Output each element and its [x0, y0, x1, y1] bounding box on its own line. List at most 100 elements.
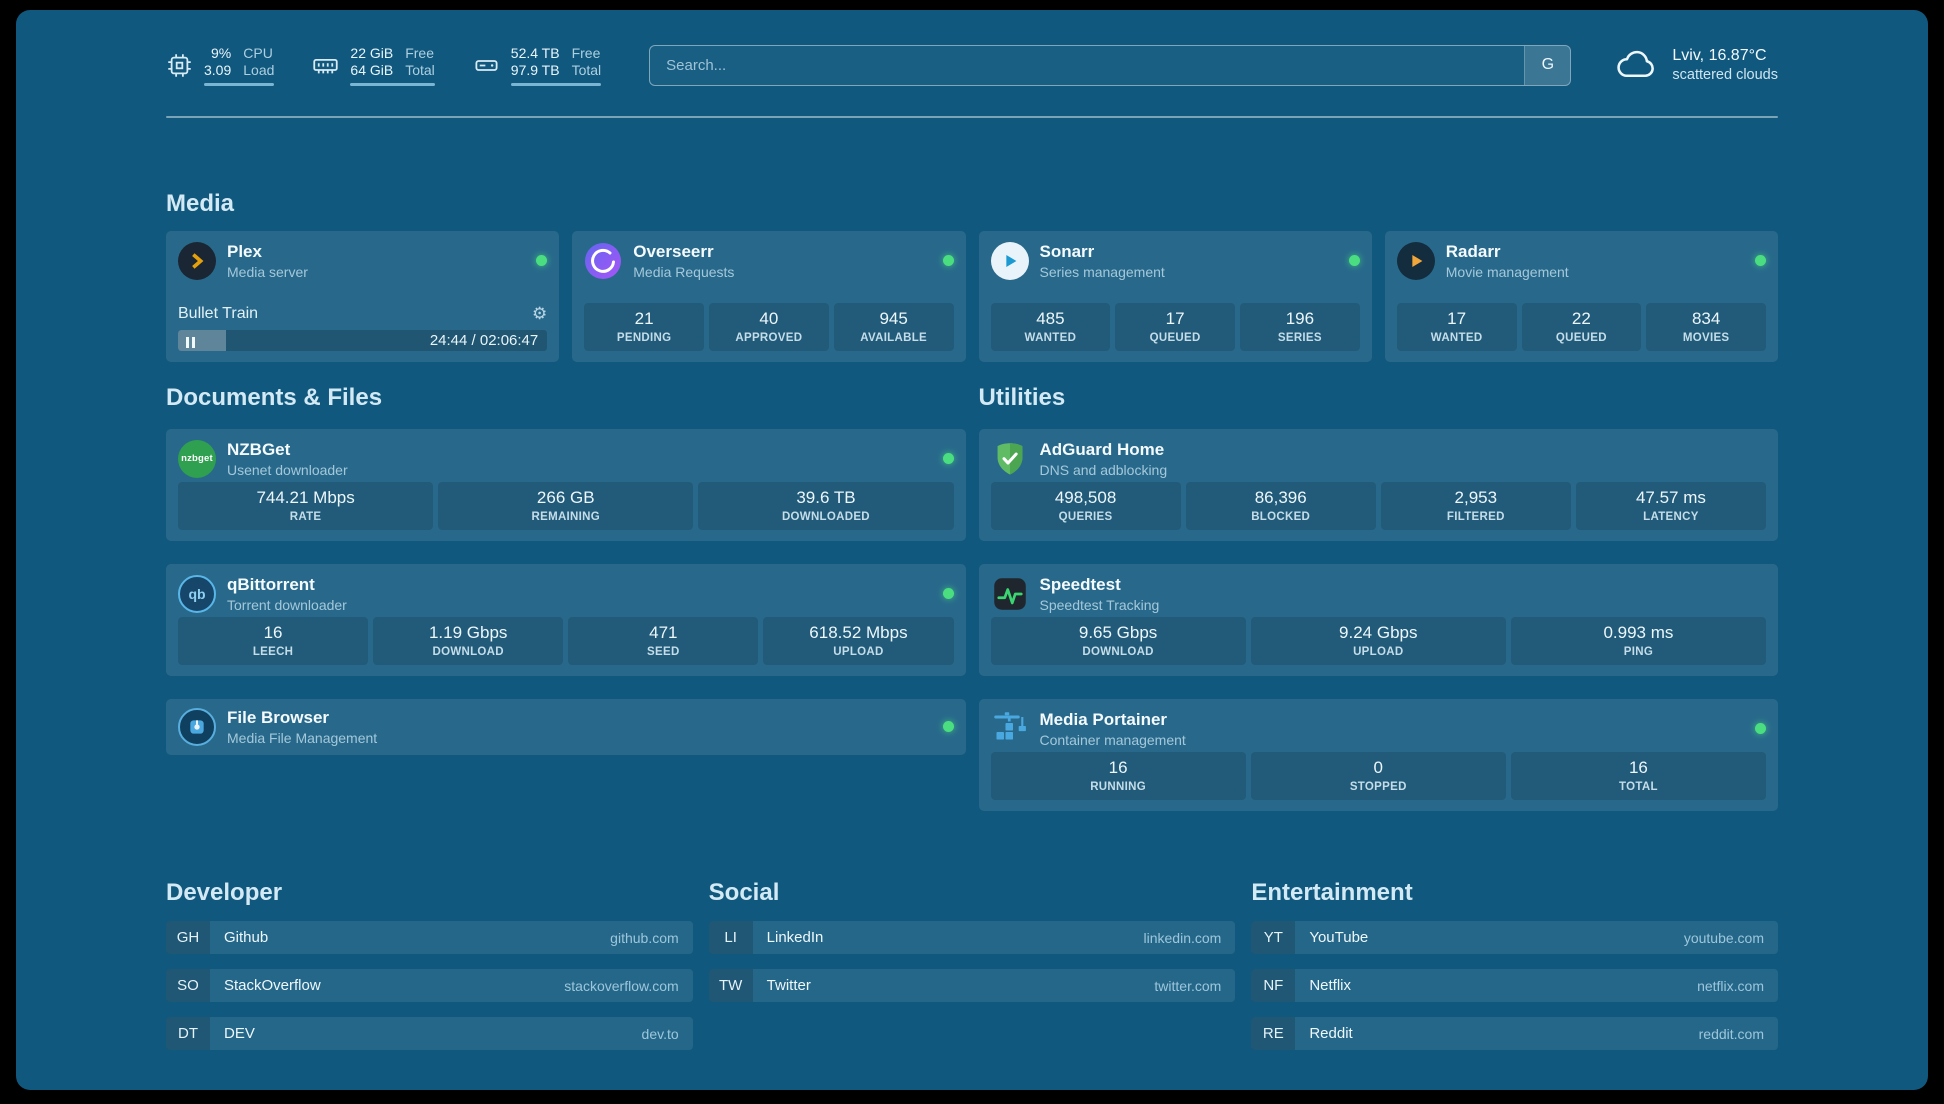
playback-progress-bar[interactable]: 24:44 / 02:06:47 [178, 329, 548, 351]
bookmark-netflix[interactable]: NF Netflix netflix.com [1251, 969, 1778, 1003]
service-card-adguard[interactable]: AdGuard Home DNS and adblocking 498,508 … [978, 428, 1778, 541]
service-card-speedtest[interactable]: Speedtest Speedtest Tracking 9.65 Gbps D… [978, 563, 1778, 676]
stat-total: 16 TOTAL [1510, 751, 1767, 800]
status-dot [942, 721, 954, 733]
gear-icon[interactable]: ⚙ [532, 304, 548, 324]
bookmark-dev[interactable]: DT DEV dev.to [166, 1017, 693, 1051]
stat-approved: 40 APPROVED [709, 302, 829, 351]
section-title-media: Media [166, 190, 235, 217]
stat-queued: 17 QUEUED [1115, 302, 1235, 351]
service-subtitle: Series management [1039, 263, 1165, 280]
bookmark-linkedin[interactable]: LI LinkedIn linkedin.com [708, 921, 1236, 955]
service-subtitle: Torrent downloader [227, 596, 347, 613]
sonarr-icon [990, 241, 1029, 280]
service-card-plex[interactable]: Plex Media server Bullet Train ⚙ [166, 230, 560, 362]
bookmark-group-social: Social LI LinkedIn linkedin.com TW Twitt… [708, 878, 1236, 1003]
service-name: NZBGet [227, 439, 291, 459]
plex-progress-fill [178, 329, 226, 351]
radarr-icon [1396, 241, 1435, 280]
service-subtitle: Container management [1039, 731, 1186, 748]
service-name: AdGuard Home [1039, 439, 1165, 459]
bookmark-abbr: RE [1251, 1017, 1296, 1051]
bookmark-url: linkedin.com [1143, 929, 1222, 946]
service-card-portainer[interactable]: Media Portainer Container management 16 … [978, 698, 1778, 811]
bookmark-name: LinkedIn [766, 929, 824, 947]
plex-icon [178, 241, 216, 280]
portainer-icon [991, 710, 1029, 748]
bookmark-github[interactable]: GH Github github.com [166, 921, 693, 955]
search-provider-button[interactable]: G [1524, 45, 1571, 85]
bookmark-youtube[interactable]: YT YouTube youtube.com [1251, 921, 1778, 955]
stat-filtered: 2,953 FILTERED [1380, 481, 1571, 530]
service-subtitle: Media File Management [227, 729, 378, 746]
stat-download: 1.19 Gbps DOWNLOAD [373, 616, 564, 665]
section-title-documents: Documents & Files [166, 383, 383, 411]
search-input[interactable] [650, 45, 1525, 85]
section-title-entertainment: Entertainment [1251, 878, 1413, 906]
stat-available: 945 AVAILABLE [833, 302, 954, 351]
status-dot [1348, 255, 1360, 267]
service-name: Radarr [1445, 241, 1501, 261]
bookmark-abbr: NF [1251, 969, 1296, 1003]
bookmark-abbr: DT [166, 1017, 210, 1051]
stat-latency: 47.57 ms LATENCY [1575, 481, 1766, 530]
status-dot [1755, 255, 1766, 267]
service-name: Plex [227, 241, 262, 261]
adguard-icon [991, 440, 1029, 478]
service-card-filebrowser[interactable]: File Browser Media File Management [166, 698, 966, 755]
status-dot [536, 255, 548, 267]
nzbget-icon: nzbget [178, 439, 216, 478]
disk-usage-bar [510, 82, 602, 86]
cpu-icon [166, 52, 193, 79]
cpu-usage-label: CPU [243, 44, 273, 61]
header-divider [166, 116, 1778, 118]
playback-time: 24:44 / 02:06:47 [429, 331, 539, 349]
stat-wanted: 17 WANTED [1396, 302, 1517, 351]
stat-download: 9.65 Gbps DOWNLOAD [990, 616, 1246, 665]
filebrowser-icon [178, 707, 216, 746]
service-card-sonarr[interactable]: Sonarr Series management 485 WANTED 17 Q… [978, 230, 1372, 362]
search-bar[interactable]: G [649, 44, 1572, 86]
disk-free-value: 52.4 TB [510, 44, 560, 61]
service-name: Media Portainer [1039, 709, 1168, 729]
bookmark-url: github.com [610, 929, 679, 946]
bookmark-abbr: TW [708, 969, 753, 1003]
bookmark-name: Twitter [766, 977, 811, 995]
section-title-social: Social [708, 878, 780, 906]
pause-icon[interactable] [186, 335, 195, 351]
bookmark-twitter[interactable]: TW Twitter twitter.com [708, 969, 1236, 1003]
bookmark-stackoverflow[interactable]: SO StackOverflow stackoverflow.com [166, 969, 693, 1003]
dashboard: 9% CPU 3.09 Load 22 GiB Free 64 GiB [16, 10, 1928, 1090]
stat-downloaded: 39.6 TB DOWNLOADED [698, 481, 954, 530]
disk-widget: 52.4 TB Free 97.9 TB Total [473, 44, 602, 86]
service-name: Sonarr [1039, 241, 1095, 261]
service-card-radarr[interactable]: Radarr Movie management 17 WANTED 22 QUE… [1384, 230, 1778, 362]
service-subtitle: Movie management [1445, 263, 1569, 280]
bookmark-url: youtube.com [1683, 929, 1764, 946]
status-dot [942, 255, 954, 267]
bookmark-reddit[interactable]: RE Reddit reddit.com [1251, 1017, 1778, 1051]
service-card-overseerr[interactable]: Overseerr Media Requests 21 PENDING 40 A… [572, 230, 966, 362]
status-dot [942, 453, 954, 465]
status-dot [1755, 723, 1766, 735]
memory-usage-bar [350, 82, 435, 86]
speedtest-icon [991, 575, 1029, 613]
plex-now-playing: Bullet Train ⚙ 24:44 / 02:06:47 [178, 304, 548, 351]
weather-widget: Lviv, 16.87°C scattered clouds [1613, 46, 1778, 85]
service-card-qbittorrent[interactable]: qb qBittorrent Torrent downloader 16 [166, 563, 966, 676]
bookmark-url: stackoverflow.com [564, 977, 679, 994]
cloud-icon [1613, 46, 1659, 85]
stat-rate: 744.21 Mbps RATE [178, 481, 434, 530]
cpu-usage-bar [204, 82, 275, 86]
media-card-grid: Plex Media server Bullet Train ⚙ [166, 230, 1778, 362]
service-subtitle: Media Requests [633, 263, 735, 280]
stat-wanted: 485 WANTED [990, 302, 1111, 351]
bookmark-url: reddit.com [1698, 1025, 1764, 1042]
documents-column: Documents & Files nzbget NZBGet Usenet d… [166, 384, 966, 755]
service-card-nzbget[interactable]: nzbget NZBGet Usenet downloader 744.21 M… [166, 428, 966, 541]
qbittorrent-icon: qb [178, 574, 216, 613]
disk-total-value: 97.9 TB [510, 61, 560, 78]
bookmark-abbr: GH [166, 921, 210, 955]
bookmark-url: netflix.com [1697, 977, 1764, 994]
bookmark-url: dev.to [641, 1025, 679, 1042]
